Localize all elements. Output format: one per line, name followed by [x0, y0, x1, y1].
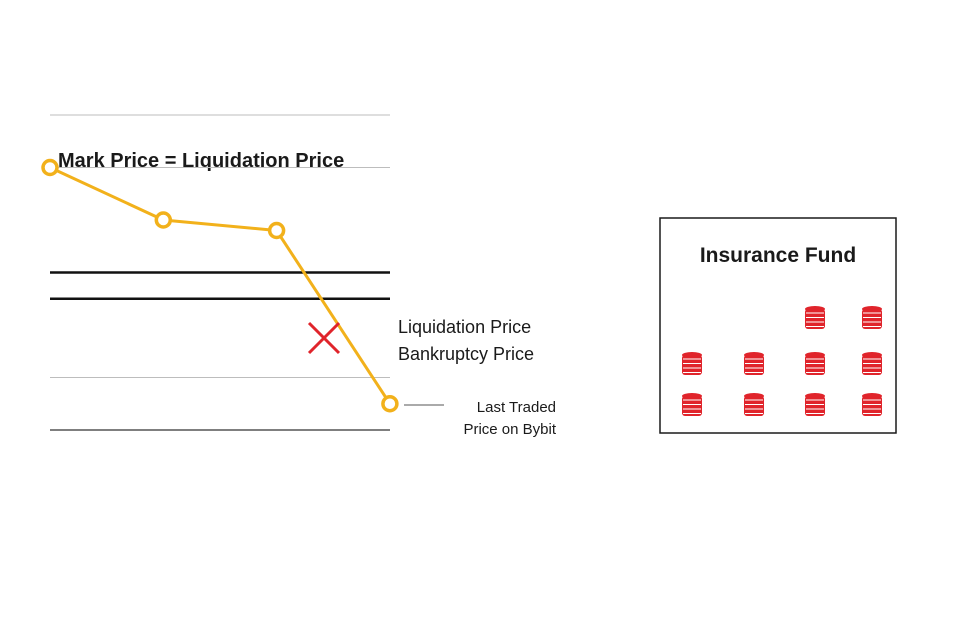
diagram-heading: Mark Price = Liquidation Price: [58, 150, 344, 172]
insurance-fund-title: Insurance Fund: [700, 244, 856, 267]
coin-stack-icon: [682, 393, 702, 416]
liquidation-price-label: Liquidation Price: [398, 317, 531, 337]
insurance-fund-box: [659, 217, 897, 434]
coin-stack-icon: [744, 393, 764, 416]
price-point: [267, 221, 286, 240]
price-line: [49, 166, 392, 405]
coin-stack-icon: [862, 352, 882, 375]
coin-stack-icon: [805, 306, 825, 329]
coin-stack-icon: [744, 352, 764, 375]
last-traded-label-line2: Price on Bybit: [463, 421, 556, 438]
last-traded-label-line1: Last Traded: [477, 399, 556, 416]
coin-stack-icon: [805, 352, 825, 375]
last-traded-price-series: [41, 158, 399, 413]
price-point: [381, 395, 399, 413]
cross-icon: [307, 321, 341, 355]
bankruptcy-price-label: Bankruptcy Price: [398, 344, 534, 364]
coin-stack-icon: [862, 306, 882, 329]
price-point: [154, 211, 173, 229]
coin-stack-icon: [682, 352, 702, 375]
coin-stack-icon: [862, 393, 882, 416]
price-gridlines: [50, 114, 390, 431]
insurance-fund-coins: [682, 306, 882, 416]
price-point: [41, 158, 59, 177]
coin-stack-icon: [805, 393, 825, 416]
